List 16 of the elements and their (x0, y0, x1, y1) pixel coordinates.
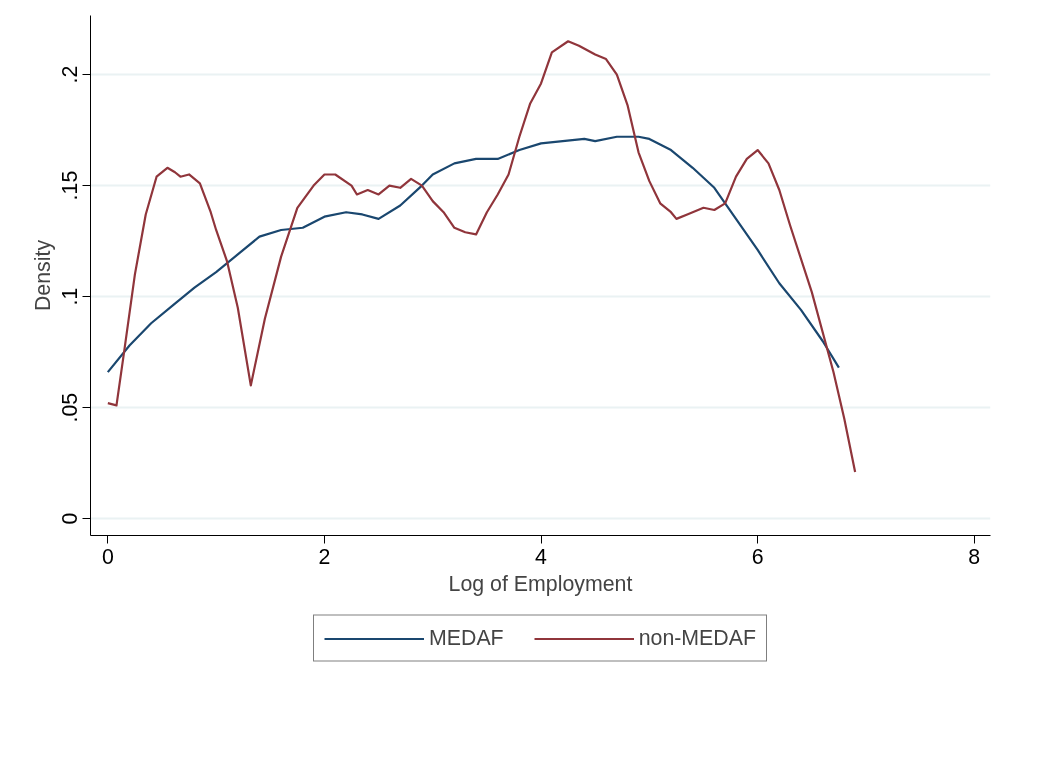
y-tick-label: .05 (58, 392, 83, 423)
x-tick-label: 4 (535, 544, 548, 569)
line-series (106, 135, 840, 374)
x-tick-label: 2 (318, 544, 331, 569)
line-series (106, 40, 857, 474)
x-tick-label: 6 (751, 544, 764, 569)
x-tick-label: 0 (101, 544, 114, 569)
x-tick-label: 8 (968, 544, 981, 569)
x-axis-title: Log of Employment (448, 571, 633, 596)
legend-label: MEDAF (429, 625, 504, 651)
legend-label: non-MEDAF (638, 625, 756, 651)
y-tick-label: .15 (58, 170, 83, 201)
y-tick-label: .1 (58, 287, 83, 306)
y-tick-label: .2 (58, 65, 83, 84)
y-tick-label: 0 (58, 512, 83, 525)
y-axis-title: Density (30, 239, 55, 312)
